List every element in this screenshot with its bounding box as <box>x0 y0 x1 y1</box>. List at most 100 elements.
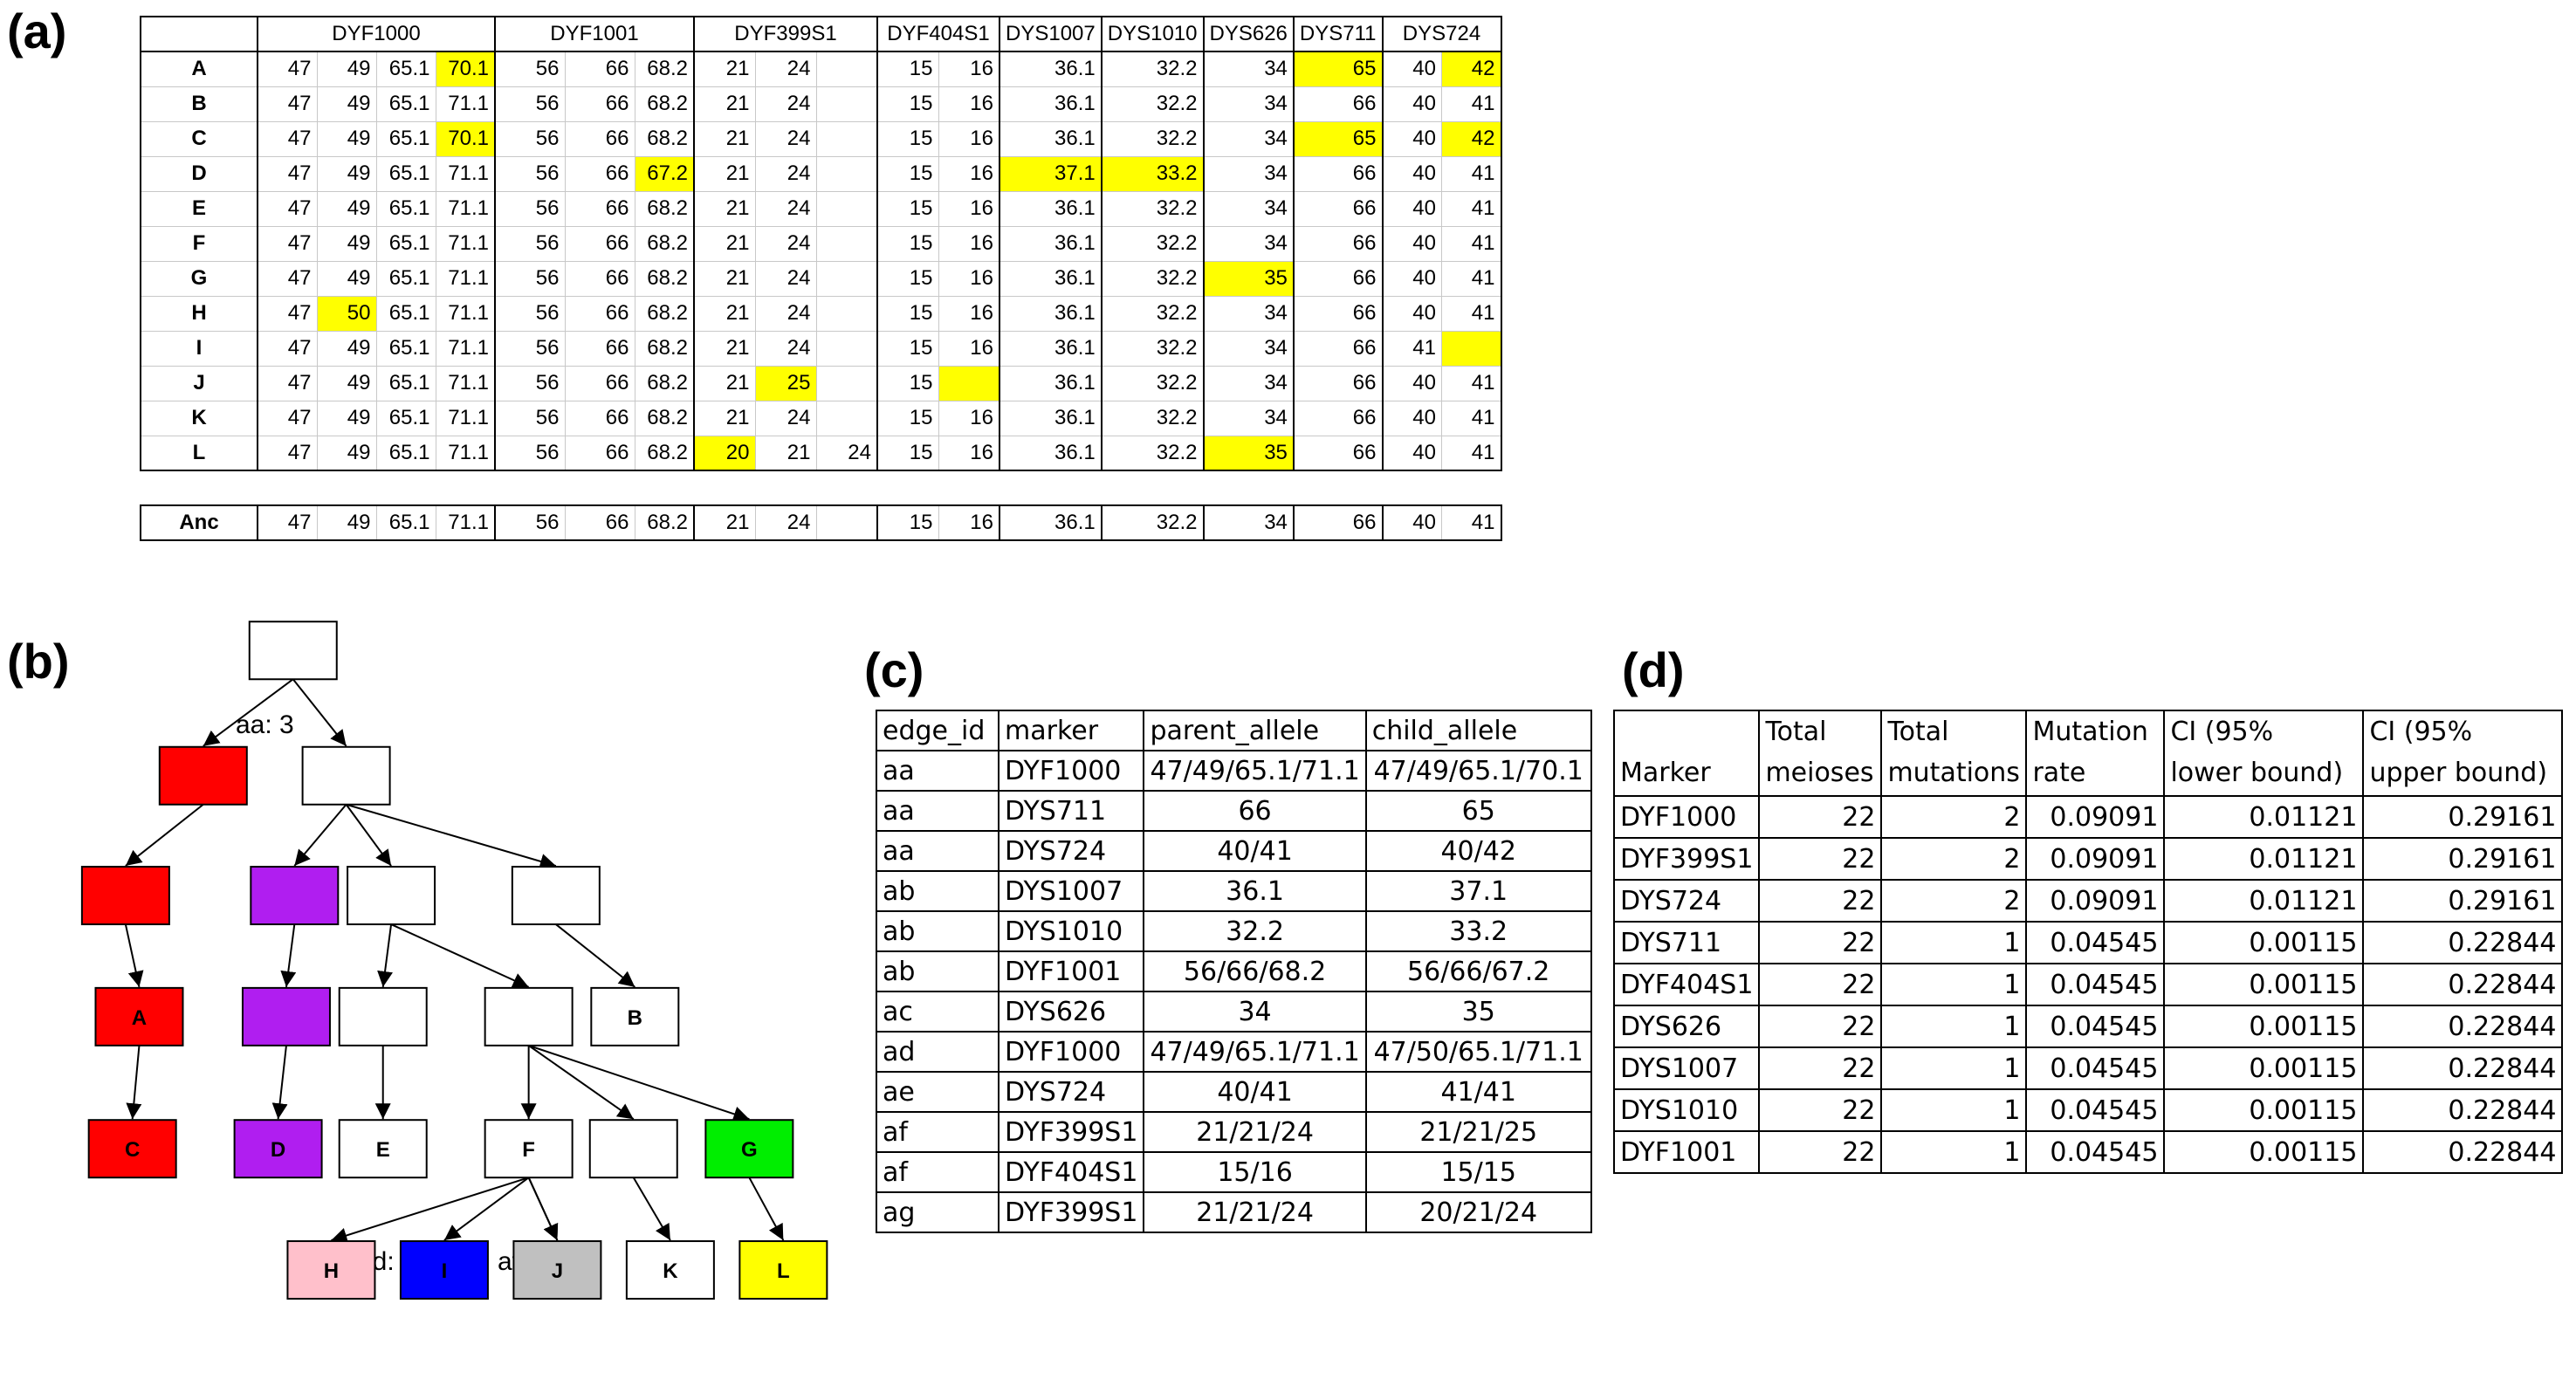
allele-cell: 41 <box>1441 155 1502 192</box>
allele-cell <box>815 51 878 87</box>
marker-header: DYS626 <box>1202 16 1295 52</box>
allele-cell: 66 <box>564 120 635 157</box>
allele-cell: 24 <box>754 260 817 297</box>
allele-cell <box>815 504 878 541</box>
sample-row: G 47 49 65.1 71.1 56 66 68.2 21 24 15 16 36.1 32.2 35 6… <box>140 260 1502 297</box>
allele-cell: 40 <box>1382 190 1442 227</box>
allele-cell: 36.1 <box>999 400 1103 436</box>
node-label: H <box>324 1259 339 1283</box>
allele-cell: 15 <box>876 435 939 471</box>
table-cell: 56/66/67.2 <box>1364 950 1592 992</box>
panel-c-label: (c) <box>864 642 924 697</box>
table-cell: aa <box>876 750 999 792</box>
allele-cell: 16 <box>938 260 1000 297</box>
tree-edge <box>126 1045 142 1120</box>
table-cell: DYF399S1 <box>1612 837 1761 881</box>
table-cell: 22 <box>1758 921 1883 964</box>
allele-cell: 15 <box>876 190 939 227</box>
allele-cell: 66 <box>564 435 635 471</box>
column-header: child_allele <box>1364 710 1592 751</box>
allele-cell: 40 <box>1382 295 1442 332</box>
allele-cell: 16 <box>938 330 1000 367</box>
allele-cell: 50 <box>316 295 377 332</box>
table-cell: 22 <box>1758 1005 1883 1048</box>
allele-cell: 32.2 <box>1101 295 1205 332</box>
table-cell: DYF1000 <box>997 1031 1145 1073</box>
allele-cell: 41 <box>1382 330 1442 367</box>
tree-node-j: J <box>512 1240 602 1300</box>
allele-cell: 24 <box>754 295 817 332</box>
allele-cell: 66 <box>1293 365 1384 401</box>
allele-cell: 65.1 <box>375 330 436 367</box>
allele-cell: 24 <box>754 330 817 367</box>
table-cell: 2 <box>1880 795 2028 839</box>
allele-cell: 34 <box>1202 51 1295 87</box>
allele-cell: 66 <box>564 365 635 401</box>
mutation-edge-table: edge_id marker parent_allele child_allele aa… <box>876 710 1592 1233</box>
allele-cell: 49 <box>316 435 377 471</box>
allele-cell: 32.2 <box>1101 365 1205 401</box>
sample-id: Anc <box>140 504 258 541</box>
table-cell: 1 <box>1880 1005 2028 1048</box>
allele-cell: 24 <box>754 51 817 87</box>
allele-cell: 47 <box>257 155 318 192</box>
tree-node-n1 <box>158 745 248 806</box>
allele-cell: 65.1 <box>375 365 436 401</box>
allele-cell: 36.1 <box>999 365 1103 401</box>
marker-header: DYS1010 <box>1100 16 1205 52</box>
table-cell: 20/21/24 <box>1364 1191 1592 1233</box>
allele-cell: 68.2 <box>634 190 695 227</box>
table-cell: 0.00115 <box>2163 1130 2365 1174</box>
allele-cell: 56 <box>494 295 566 332</box>
table-cell: 0.22844 <box>2362 963 2564 1006</box>
allele-cell: 66 <box>1293 400 1384 436</box>
allele-cell: 47 <box>257 504 318 541</box>
table-row: ag DYF399S1 21/21/24 20/21/24 <box>876 1191 1592 1233</box>
sample-row: L 47 49 65.1 71.1 56 66 68.2 20 21 24 15 16 36.1 32.2 3… <box>140 435 1502 471</box>
allele-cell <box>815 190 878 227</box>
allele-cell: 47 <box>257 400 318 436</box>
table-cell: DYF399S1 <box>997 1191 1145 1233</box>
header-line: Mutation <box>2032 717 2148 747</box>
marker-header: DYF1001 <box>494 16 695 52</box>
allele-cell: 21 <box>693 225 756 262</box>
table-cell: 1 <box>1880 1130 2028 1174</box>
allele-cell: 32.2 <box>1101 260 1205 297</box>
allele-cell: 56 <box>494 86 566 122</box>
allele-cell: 68.2 <box>634 120 695 157</box>
allele-cell: 66 <box>564 225 635 262</box>
table-cell: ac <box>876 991 999 1033</box>
node-box <box>158 745 248 806</box>
allele-cell: 32.2 <box>1101 225 1205 262</box>
panel-a-label: (a) <box>7 3 67 58</box>
allele-cell: 34 <box>1202 330 1295 367</box>
node-box <box>484 1119 574 1179</box>
tree-node-l: L <box>738 1240 828 1300</box>
allele-cell <box>815 155 878 192</box>
allele-cell: 36.1 <box>999 435 1103 471</box>
allele-cell <box>815 120 878 157</box>
tree-node-h: H <box>286 1240 376 1300</box>
allele-cell: 34 <box>1202 365 1295 401</box>
tree-edge <box>748 1177 785 1241</box>
header-line: lower bound) <box>2170 758 2344 788</box>
phylogenetic-tree: aa: 3ab: 3ac: 1ad: 1ae: 1af: 2ag: 1 ABCD… <box>80 621 828 1300</box>
allele-cell: 47 <box>257 365 318 401</box>
allele-cell: 32.2 <box>1101 190 1205 227</box>
sample-row: F 47 49 65.1 71.1 56 66 68.2 21 24 15 16 36.1 32.2 34 6… <box>140 225 1502 262</box>
allele-cell: 24 <box>754 120 817 157</box>
node-label: A <box>132 1006 147 1030</box>
table-cell: 0.00115 <box>2163 1088 2365 1132</box>
allele-cell: 68.2 <box>634 225 695 262</box>
panel-b-label: (b) <box>7 634 70 689</box>
allele-cell: 24 <box>754 400 817 436</box>
table-cell: 0.22844 <box>2362 1046 2564 1090</box>
allele-cell <box>815 86 878 122</box>
node-box <box>286 1240 376 1300</box>
allele-cell: 21 <box>693 400 756 436</box>
allele-cell: 16 <box>938 504 1000 541</box>
allele-cell: 40 <box>1382 435 1442 471</box>
spacer-cell <box>141 470 1501 505</box>
allele-cell <box>815 365 878 401</box>
node-box <box>338 1119 428 1179</box>
